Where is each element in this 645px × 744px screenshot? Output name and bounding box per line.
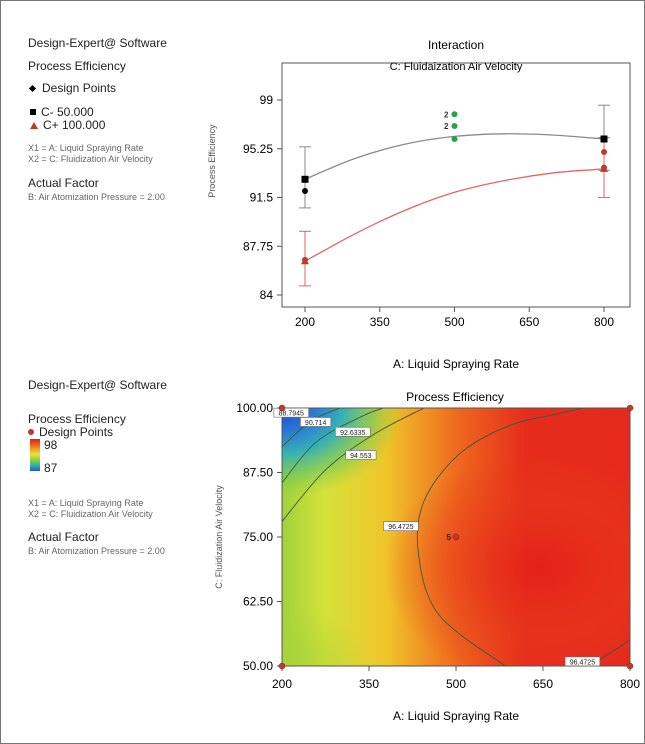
y-tick-label: 99 [260, 93, 274, 107]
x-tick-label: 800 [594, 315, 614, 329]
y-tick-label: 50.00 [243, 659, 273, 673]
design-point [601, 136, 607, 142]
design-point [626, 404, 634, 412]
contour-line [282, 408, 384, 484]
series-line-high [304, 168, 605, 262]
x-tick-label: 200 [295, 315, 315, 329]
design-point [451, 136, 458, 142]
contour-label-box [564, 656, 601, 667]
contour-title: Process Efficiency [406, 390, 504, 404]
design-point [302, 256, 308, 263]
low-mean-square [301, 175, 309, 183]
interaction-subtitle: C: Fluidaization Air Velocity [390, 61, 523, 73]
dot-marker-icon [28, 429, 34, 435]
contour-label-box [273, 407, 309, 418]
y-tick-label: 87.50 [243, 466, 273, 480]
legend-low-series: C- 50.000 [28, 105, 94, 119]
x-tick-label: 650 [519, 315, 539, 329]
contour-label-box [383, 521, 419, 531]
x-tick-label: 350 [370, 315, 390, 329]
actual-factor-value-bottom: B: Air Atomization Pressure = 2.00 [28, 546, 165, 556]
legend-design-points-label-bottom: Design Points [39, 425, 114, 439]
interaction-plot-frame [281, 62, 631, 308]
y-tick-label: 91.5 [250, 191, 274, 205]
actual-factor-title-bottom: Actual Factor [28, 530, 99, 544]
design-point [452, 533, 460, 541]
x-tick-label: 500 [446, 677, 466, 691]
design-point [451, 123, 458, 129]
legend-design-points-bottom: Design Points [28, 425, 113, 439]
contour-label: 88.7945 [279, 411, 304, 418]
actual-factor-value-top: B: Air Atomization Pressure = 2.00 [28, 192, 165, 202]
x-tick-label: 350 [359, 677, 379, 691]
contour-label: 96.4725 [570, 659, 595, 666]
factor-x2-bottom: X2 = C: Fluidization Air Velocity [28, 509, 153, 519]
response-name-bottom: Process Efficiency [28, 412, 126, 426]
design-point [451, 111, 458, 118]
design-point [626, 662, 634, 670]
contour-label-box [345, 450, 377, 460]
contour-label: 90.714 [305, 420, 327, 427]
triangle-marker-icon [30, 121, 38, 129]
design-point [601, 164, 607, 171]
legend-high-label: C+ 100.000 [43, 118, 106, 132]
scale-high-label: 98 [44, 438, 58, 452]
software-title-top: Design-Expert@ Software [28, 36, 167, 50]
contour-label-box [300, 417, 332, 427]
factor-x1-bottom: X1 = A: Liquid Spraying Rate [28, 498, 144, 508]
contour-xlabel: A: Liquid Spraying Rate [393, 709, 519, 723]
factor-x1-top: X1 = A: Liquid Spraying Rate [28, 143, 144, 153]
legend-low-label: C- 50.000 [41, 105, 94, 119]
contour-label: 96.4725 [388, 524, 413, 531]
design-point [601, 149, 607, 155]
color-scale-bar [30, 439, 40, 471]
contour-line [416, 408, 584, 666]
contour-label: 92.6335 [340, 430, 365, 437]
y-tick-label: 100.00 [236, 401, 273, 415]
y-tick-label: 84 [260, 288, 274, 302]
interaction-ylabel: Process Efficiency [207, 124, 217, 198]
factor-x2-top: X2 = C: Fluidization Air Velocity [28, 154, 153, 164]
y-tick-label: 75.00 [243, 530, 273, 544]
scale-low-label: 87 [44, 461, 58, 475]
square-marker-icon [30, 109, 36, 115]
x-tick-label: 200 [272, 677, 292, 691]
design-point [278, 404, 286, 412]
x-tick-label: 800 [620, 677, 640, 691]
y-tick-label: 95.25 [243, 142, 273, 156]
contour-label-box [335, 426, 371, 437]
interaction-xlabel: A: Liquid Spraying Rate [393, 357, 519, 371]
design-point [278, 662, 286, 670]
legend-design-points-label: Design Points [42, 81, 117, 95]
design-point-count: 5 [447, 533, 452, 542]
design-point-count: 2 [444, 110, 449, 119]
legend-design-points-top: Design Points [28, 81, 116, 95]
software-title-bottom: Design-Expert@ Software [28, 378, 167, 392]
response-name-top: Process Efficiency [28, 59, 126, 73]
legend-high-series: C+ 100.000 [28, 118, 105, 132]
design-point-count: 2 [444, 122, 449, 131]
contour-label: 94.553 [350, 453, 372, 460]
y-tick-label: 62.50 [243, 595, 273, 609]
design-point [302, 188, 308, 194]
x-tick-label: 650 [533, 677, 553, 691]
actual-factor-title-top: Actual Factor [28, 176, 99, 190]
contour-ylabel: C: Fluidization Air Velocity [214, 485, 224, 589]
interaction-title: Interaction [428, 38, 484, 52]
x-tick-label: 500 [444, 315, 464, 329]
y-tick-label: 87.75 [243, 239, 273, 253]
